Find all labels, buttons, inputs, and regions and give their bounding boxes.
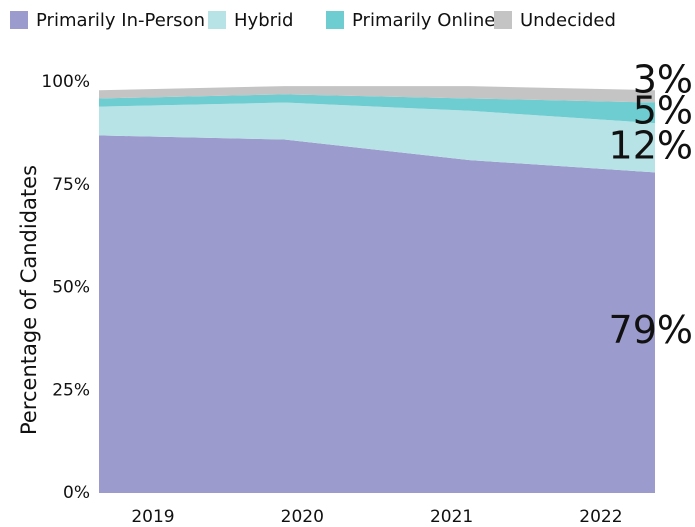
x-tick-label: 2020 [281,507,324,527]
legend-swatch [10,11,28,29]
data-label: 12% [609,123,693,167]
legend-swatch [494,11,512,29]
area [99,86,655,103]
x-tick-label: 2021 [430,507,473,527]
area [99,102,655,173]
legend-swatch [208,11,226,29]
y-tick-label: 50% [52,278,90,298]
y-tick-label: 0% [63,483,90,503]
y-axis-label: Percentage of Candidates [17,165,41,435]
y-tick-label: 25% [52,380,90,400]
x-tick-label: 2019 [131,507,174,527]
data-label: 5% [633,88,693,132]
legend-label: Undecided [520,10,616,31]
legend-label: Primarily In-Person [36,10,205,31]
y-tick-label: 75% [52,175,90,195]
data-label: 3% [633,57,693,101]
y-tick-label: 100% [41,72,90,92]
area [99,135,655,493]
legend-swatch [326,11,344,29]
x-tick-label: 2022 [579,507,622,527]
area [99,94,655,124]
legend-label: Hybrid [234,10,293,31]
data-label: 79% [609,308,693,352]
legend-label: Primarily Online [352,10,495,31]
